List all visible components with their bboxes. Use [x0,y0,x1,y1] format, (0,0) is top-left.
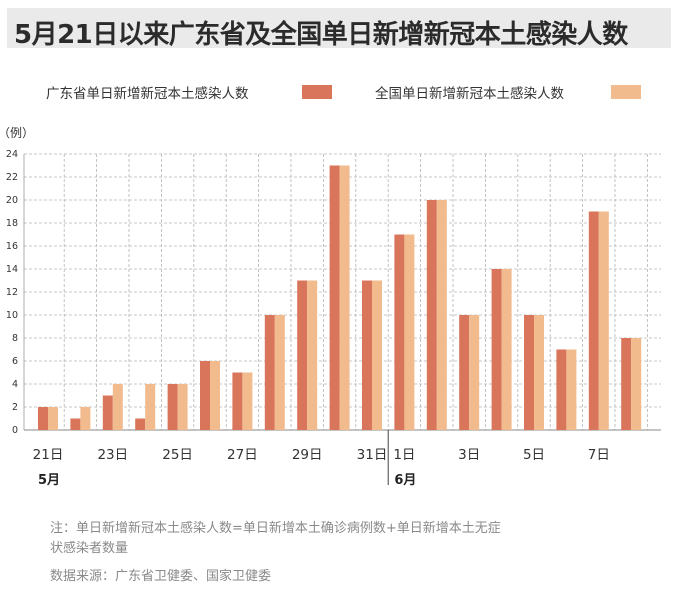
bar-guangdong [297,280,308,430]
y-tick-label: 22 [6,172,18,183]
bar-guangdong [362,280,372,430]
x-tick-label: 25日 [162,447,193,463]
bar-national [631,338,642,430]
bar-national [48,407,58,430]
y-tick-label: 8 [12,333,18,344]
x-tick-label: 21日 [33,447,64,463]
y-tick-label: 12 [6,287,18,298]
bar-guangdong [588,211,599,430]
bar-national [145,384,156,430]
bar-national [80,407,91,430]
bar-guangdong [621,338,632,430]
month-label: 5月 [38,473,60,488]
bar-national [436,200,447,430]
y-tick-label: 20 [6,195,18,206]
x-tick-label: 1日 [393,447,415,463]
bar-guangdong [394,234,405,430]
bar-guangdong [167,384,178,430]
bar-national [339,165,350,430]
bar-national [112,384,123,430]
bar-guangdong [232,372,243,430]
x-tick-label: 3日 [458,447,480,463]
bar-national [177,384,188,430]
y-tick-label: 0 [12,425,18,436]
bar-national [566,349,577,430]
bar-national [404,234,415,430]
y-tick-label: 14 [6,264,18,275]
legend-label-guangdong: 广东省单日新增新冠本土感染人数 [46,85,249,102]
grid [23,153,661,485]
bar-national [210,361,220,430]
bar-national [307,280,318,430]
bar-guangdong [200,361,210,430]
y-tick-label: 18 [6,218,18,229]
title-bar [7,8,671,48]
y-tick-label: 2 [12,402,18,413]
bar-national [372,280,382,430]
bar-guangdong [491,269,502,430]
bar-national [274,315,285,430]
bar-guangdong [38,407,48,430]
bar-national [501,269,512,430]
x-ticks: 21日 23日 25日 27日 29日 31日 1日 3日 5日 7日 5月 6月 [33,447,610,488]
x-tick-label: 27日 [227,447,258,463]
note-line-1: 注：单日新增新冠本土感染人数=单日新增本土确诊病例数+单日新增本土无症 [50,521,501,536]
legend: 广东省单日新增新冠本土感染人数 全国单日新增新冠本土感染人数 [46,85,641,102]
y-tick-label: 16 [6,241,18,252]
bar-national [534,315,544,430]
bar-guangdong [459,315,470,430]
bar-national [598,211,609,430]
y-tick-label: 10 [6,310,18,321]
bar-guangdong [264,315,275,430]
bar-guangdong [556,349,567,430]
bar-guangdong [135,418,146,430]
x-tick-label: 23日 [97,447,128,463]
bar-chart: 广东省单日新增新冠本土感染人数 全国单日新增新冠本土感染人数 （例） 02468… [0,85,661,488]
y-axis-label: （例） [0,126,34,140]
x-tick-label: 7日 [588,447,610,463]
bar-guangdong [102,395,113,430]
source-note: 数据来源：广东省卫健委、国家卫健委 [50,569,272,584]
note-line-2: 状感染者数量 [50,541,129,556]
bar-national [469,315,480,430]
y-tick-label: 4 [12,379,18,390]
legend-label-national: 全国单日新增新冠本土感染人数 [375,85,564,102]
x-tick-label: 5日 [523,447,545,463]
month-label: 6月 [394,473,416,488]
bar-guangdong [70,418,81,430]
bars [38,165,642,430]
x-tick-label: 31日 [357,447,388,463]
bar-national [242,372,253,430]
x-tick-label: 29日 [292,447,323,463]
y-tick-label: 24 [6,149,18,160]
bar-guangdong [524,315,534,430]
bar-guangdong [426,200,437,430]
bar-guangdong [329,165,340,430]
legend-swatch-guangdong [302,85,332,99]
y-tick-label: 6 [12,356,18,367]
legend-swatch-national [611,85,641,99]
chart-title: 5月21日以来广东省及全国单日新增新冠本土感染人数 [14,20,628,50]
